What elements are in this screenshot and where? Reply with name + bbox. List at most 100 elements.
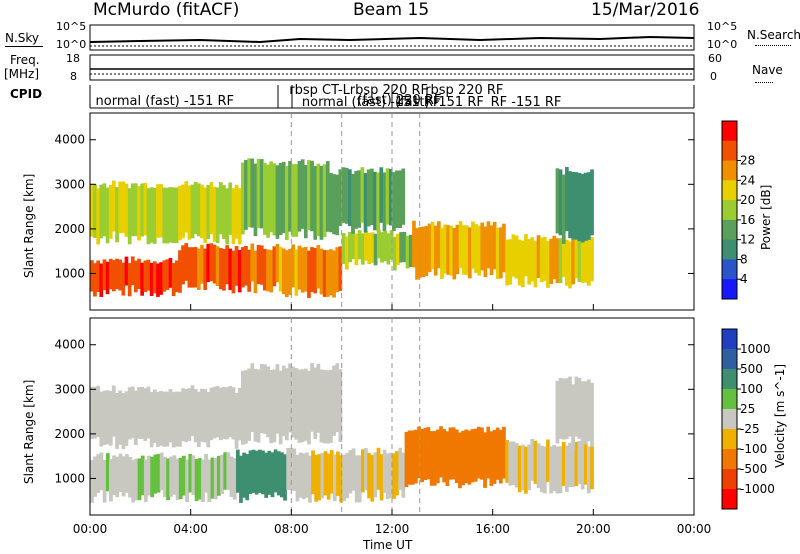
xtick-label: 12:00 [375, 522, 410, 536]
data-cell [241, 247, 245, 288]
data-cell [219, 387, 223, 441]
data-cell [502, 426, 506, 479]
data-cell [316, 363, 321, 433]
data-cell [149, 262, 154, 296]
data-cell [483, 432, 487, 488]
ytick-label: 4000 [54, 133, 85, 147]
data-cell [294, 249, 299, 296]
data-cell [174, 391, 179, 447]
data-cell [137, 185, 141, 241]
data-cell [322, 164, 327, 237]
colorbar-swatch [722, 449, 737, 470]
colorbar-tick-label: 28 [740, 154, 755, 168]
colorbar-tick-label: 24 [740, 173, 755, 187]
nsearch-dots [755, 45, 791, 46]
data-cell [568, 376, 572, 437]
data-cell [366, 169, 371, 227]
power-colorbar-label: Power [dB] [759, 184, 773, 250]
ytick-label: 1000 [54, 266, 85, 280]
data-cell [272, 369, 277, 443]
data-cell [281, 161, 286, 234]
data-cell [291, 244, 295, 288]
data-cell [571, 384, 575, 450]
data-cell [276, 451, 281, 496]
data-cell [344, 236, 349, 270]
data-cell [193, 389, 198, 443]
colorbar-frame [721, 328, 738, 510]
data-cell [178, 250, 182, 293]
data-cell [345, 452, 350, 499]
data-cell [253, 163, 258, 236]
data-cell [263, 364, 267, 434]
data-cell [102, 459, 107, 503]
data-cell [112, 385, 116, 437]
data-cell [583, 172, 588, 241]
data-cell [445, 431, 450, 486]
data-cell [105, 390, 110, 445]
data-cell [351, 173, 355, 234]
data-cell [335, 247, 340, 293]
data-cell [124, 256, 129, 286]
data-cell [159, 391, 163, 446]
colorbar-tick-label: -1000 [740, 482, 775, 496]
data-cell [451, 427, 456, 480]
data-cell [325, 250, 330, 297]
data-cell [415, 228, 419, 280]
data-cell [146, 188, 151, 245]
data-cell [292, 448, 297, 491]
ytick-label: 4000 [54, 338, 85, 352]
data-cell [285, 368, 289, 441]
data-cell [96, 188, 100, 245]
data-cell [156, 184, 160, 238]
data-cell [96, 385, 100, 437]
freq-right-bottom: 0 [710, 70, 717, 83]
data-cell [587, 379, 591, 442]
data-cell [174, 260, 179, 292]
data-cell [228, 386, 233, 438]
data-cell [301, 453, 306, 500]
data-cell [222, 249, 226, 291]
data-cell [228, 182, 233, 235]
data-cell [364, 448, 368, 491]
data-cell [574, 376, 579, 437]
data-cell [590, 169, 594, 236]
data-cell [108, 391, 113, 446]
colorbar-tick-label: 500 [740, 362, 763, 376]
data-cell [231, 387, 236, 440]
colorbar-swatch [722, 259, 737, 280]
colorbar-swatch [722, 349, 737, 370]
data-cell [348, 169, 352, 227]
data-cell [163, 456, 167, 498]
data-cell [297, 245, 302, 290]
data-cell [464, 429, 469, 483]
colorbar-tick-label: -500 [740, 462, 767, 476]
data-cell [223, 452, 228, 490]
data-cell [332, 365, 336, 436]
data-cell [244, 370, 248, 444]
colorbar-tick-label: 25 [740, 402, 755, 416]
data-cell [448, 427, 453, 480]
data-cell [361, 449, 365, 493]
data-cell [322, 370, 327, 444]
data-cell [210, 457, 215, 499]
data-cell [329, 369, 333, 443]
data-cell [412, 220, 416, 268]
data-cell [505, 440, 509, 483]
data-cell [464, 225, 469, 275]
data-cell [338, 246, 343, 291]
data-cell [313, 248, 318, 294]
data-cell [225, 245, 229, 285]
xtick-label: 04:00 [173, 522, 208, 536]
data-cell [269, 369, 273, 444]
data-cell [360, 167, 365, 223]
data-cell [364, 231, 368, 261]
data-cell [112, 455, 116, 495]
ytick-label: 2000 [54, 222, 85, 236]
cpid-label-4: rbsp 220 RF [425, 83, 503, 98]
data-cell [242, 452, 246, 498]
data-cell [99, 184, 104, 239]
data-cell [530, 438, 535, 481]
data-cell [440, 227, 444, 279]
data-cell [108, 258, 113, 290]
data-cell [251, 449, 256, 493]
